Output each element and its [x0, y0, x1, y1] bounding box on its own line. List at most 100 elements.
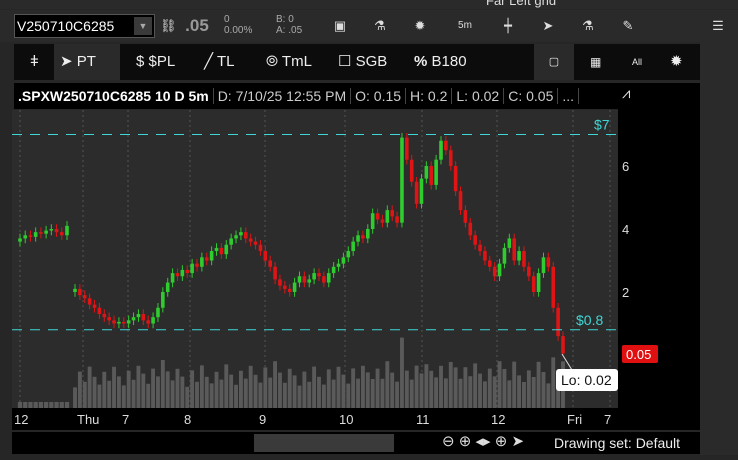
candle-body [512, 238, 516, 261]
candle-body [414, 181, 419, 204]
candle-body [287, 288, 292, 292]
chart-style-icon[interactable]: ⩘ [622, 85, 631, 102]
cursor-icon[interactable]: ➤ [542, 18, 554, 33]
volume-bar [512, 361, 517, 408]
candle-body [18, 238, 22, 242]
menu-icon[interactable]: ☰ [712, 18, 724, 33]
volume-bar [326, 369, 331, 408]
volume-bar [302, 371, 307, 408]
candle-body [234, 235, 238, 239]
ask: A: .05 [276, 25, 303, 36]
candle-style-icon[interactable]: ┿ [504, 18, 512, 33]
volume-bar [282, 382, 287, 408]
time-tick-label: 12 [14, 412, 28, 427]
tool-tml[interactable]: ⦾ TmL [266, 53, 312, 70]
candle-body [273, 266, 277, 280]
volume-bar [263, 367, 268, 408]
candle-body [536, 273, 541, 292]
volume-bar [321, 384, 326, 408]
candle-body [297, 276, 302, 283]
volume-bar [536, 361, 541, 408]
volume-bar [419, 373, 424, 408]
settings-icon[interactable]: ✹ [670, 53, 683, 70]
candle-body [23, 235, 28, 239]
candle-body [370, 213, 375, 229]
volume-bar [341, 374, 346, 408]
all-icon[interactable]: All [632, 57, 643, 67]
volume-bar [502, 369, 507, 408]
single-layout-icon[interactable]: ▢ [534, 44, 574, 80]
candle-body [219, 247, 224, 255]
crosshair-icon[interactable]: ⊕ [494, 433, 508, 450]
interval-button[interactable]: 5m [458, 20, 472, 31]
volume-bar [185, 386, 190, 408]
candle-body [546, 257, 551, 267]
drawings-icon[interactable]: ✎ [622, 18, 634, 33]
zoom-in-icon[interactable]: ⊕ [458, 433, 472, 450]
volume-bar [400, 337, 404, 408]
volume-bar [351, 368, 356, 408]
volume-bar [468, 376, 473, 408]
volume-bar [487, 368, 492, 408]
time-axis[interactable] [12, 408, 618, 430]
candle-body [561, 336, 565, 354]
tool-spl[interactable]: $ $PL [136, 53, 176, 70]
candle-body [317, 273, 321, 277]
pan-icon[interactable]: ◂▸ [475, 433, 491, 450]
candle-body [65, 225, 69, 236]
flask-icon[interactable]: ⚗ [374, 18, 386, 33]
candle-body [312, 273, 316, 280]
symbol-input[interactable]: V250710C6285 [14, 14, 155, 38]
volume-bar [531, 377, 536, 408]
volume-bar [219, 379, 224, 408]
volume-bar [243, 378, 248, 408]
candle-body [395, 216, 399, 223]
volume-bar [23, 402, 28, 408]
pin-icon[interactable]: ǂ [30, 53, 39, 70]
candle-body [400, 137, 404, 223]
tool-tl[interactable]: ╱ TL [204, 53, 235, 70]
price-axis[interactable]: ⩘ [618, 83, 700, 430]
candle-body [458, 191, 463, 211]
tool-sgb[interactable]: ☐ SGB [338, 53, 388, 70]
studies-icon[interactable]: ⚗ [582, 18, 594, 33]
link-icon[interactable]: ⛓ [160, 18, 177, 33]
tool-pt[interactable]: ➤ PT [54, 44, 120, 80]
pointer-icon[interactable]: ➤ [511, 433, 525, 450]
info-open: O: 0.15 [351, 88, 407, 104]
candle-body [385, 210, 390, 223]
volume-bar [478, 373, 482, 408]
zoom-out-icon[interactable]: ⊖ [442, 433, 455, 450]
volume-bar [395, 381, 400, 408]
candle-body [136, 314, 141, 318]
volume-bar [541, 372, 546, 408]
tool-b180[interactable]: % B180 [414, 53, 467, 70]
volume-bar [199, 365, 204, 408]
gear-icon[interactable]: ✹ [414, 18, 426, 33]
info-more[interactable]: ... [558, 88, 580, 104]
news-icon[interactable]: ▣ [333, 18, 347, 33]
price-level-label: $7 [594, 117, 610, 133]
volume-bar [546, 383, 551, 408]
volume-bar [248, 365, 253, 408]
volume-bar [526, 370, 531, 408]
volume-bar [434, 377, 439, 408]
volume-bar [336, 366, 341, 408]
drawing-set[interactable]: Drawing set: Default [554, 435, 681, 451]
candle-body [54, 229, 59, 233]
volume-bar [195, 381, 199, 408]
scroll-bar[interactable]: ⊖ ⊕ ◂▸ ⊕ ➤ Drawing set: Default [12, 432, 700, 454]
candle-body [78, 288, 82, 296]
candle-body [229, 238, 233, 245]
candle-body [341, 257, 346, 264]
candle-body [551, 266, 556, 308]
volume-bar [443, 378, 448, 408]
volume-bar [507, 380, 512, 408]
grid-layout-icon[interactable]: ▦ [590, 55, 602, 69]
volume-bar [297, 385, 302, 408]
scroll-thumb[interactable] [254, 434, 394, 452]
candle-body [453, 166, 458, 192]
grid-label[interactable]: Far Left grid [486, 0, 557, 8]
symbol-dropdown[interactable]: ▼ [134, 17, 152, 35]
